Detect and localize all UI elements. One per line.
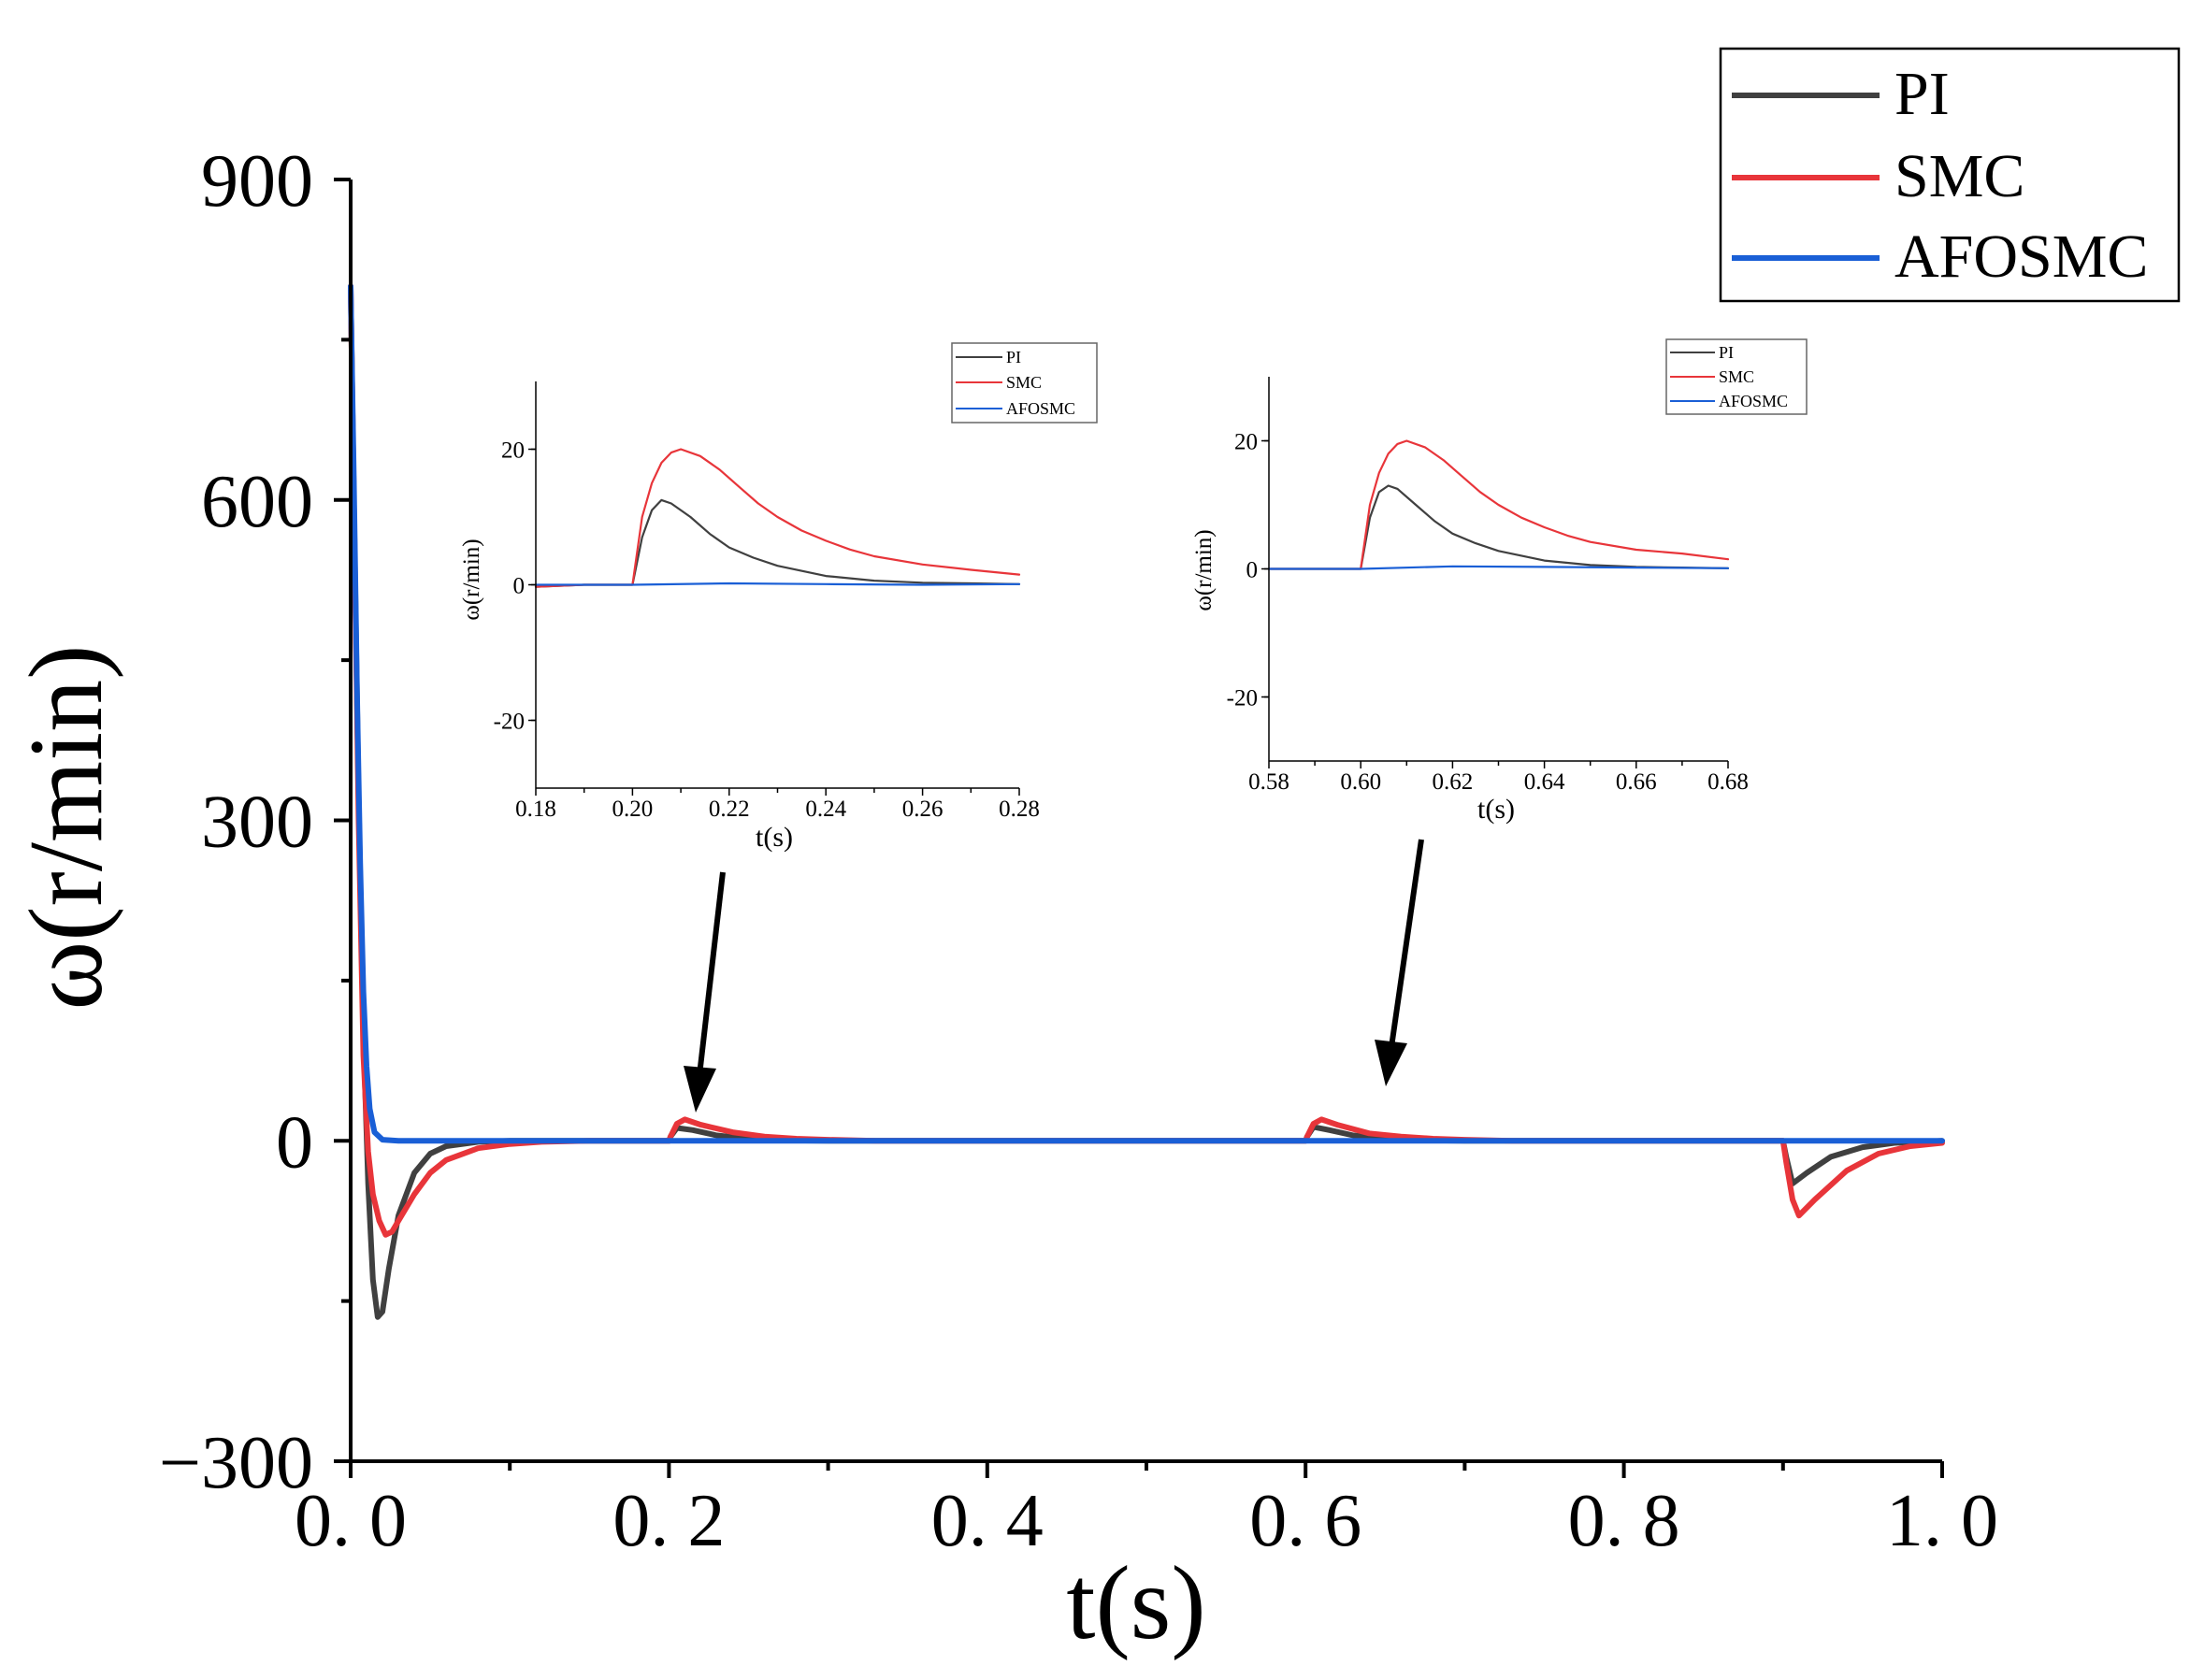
inset-1-x-tick-label: 0.26 bbox=[902, 797, 944, 822]
inset-2-x-tick-label: 0.62 bbox=[1433, 769, 1474, 795]
inset-1-series-afosmc bbox=[534, 582, 1021, 586]
inset-1-ticks: 0.18 0.20 0.22 0.24 0.26 0.28 -20 0 20 bbox=[494, 438, 1040, 822]
annotation-arrows bbox=[684, 839, 1424, 1113]
inset-1-x-tick-label: 0.20 bbox=[612, 797, 654, 822]
main-series-pi bbox=[348, 283, 1945, 1320]
inset-2-x-axis-label: t(s) bbox=[1477, 794, 1515, 825]
main-y-tick-label: 900 bbox=[201, 140, 313, 223]
main-x-tick-label: 0. 2 bbox=[612, 1480, 725, 1562]
inset-2-y-tick-label: 0 bbox=[1246, 557, 1259, 582]
arrow-2-head bbox=[1375, 1040, 1407, 1086]
main-y-tick-label: 600 bbox=[201, 461, 313, 543]
inset-2-x-tick-label: 0.60 bbox=[1340, 769, 1381, 795]
legend-label-pi: PI bbox=[1894, 60, 1950, 128]
inset-1-x-axis-label: t(s) bbox=[756, 822, 793, 853]
inset-2-legend-label-pi: PI bbox=[1719, 343, 1734, 362]
main-x-tick-label: 0. 4 bbox=[931, 1480, 1044, 1562]
main-y-tick-label: 300 bbox=[201, 782, 313, 864]
inset-1-legend: PI SMC AFOSMC bbox=[951, 342, 1098, 424]
main-chart: 0. 0 0. 2 0. 4 0. 6 0. 8 1. 0 −300 0 300 600 900 t… bbox=[8, 140, 1998, 1661]
inset-2-series-smc bbox=[1267, 439, 1730, 570]
main-series-smc bbox=[348, 283, 1945, 1238]
main-x-tick-label: 1. 0 bbox=[1886, 1480, 1998, 1562]
legend-label-afosmc: AFOSMC bbox=[1894, 223, 2148, 291]
inset-2-y-tick-label: -20 bbox=[1227, 685, 1258, 711]
inset-2-series-layer bbox=[1267, 439, 1730, 570]
main-legend: PI SMC AFOSMC bbox=[1719, 47, 2181, 303]
inset-1-x-tick-label: 0.24 bbox=[805, 797, 846, 822]
main-series-afosmc bbox=[348, 283, 1945, 1144]
arrow-2-shaft bbox=[1389, 839, 1424, 1048]
inset-1-x-tick-label: 0.18 bbox=[515, 797, 556, 822]
inset-1-legend-label-smc: SMC bbox=[1006, 373, 1042, 392]
inset-2-legend: PI SMC AFOSMC bbox=[1665, 338, 1808, 415]
inset-chart-2: 0.58 0.60 0.62 0.64 0.66 0.68 -20 0 20 t(s) ω(r/… bbox=[1191, 377, 1749, 825]
inset-1-x-tick-label: 0.22 bbox=[709, 797, 750, 822]
inset-1-legend-label-pi: PI bbox=[1006, 348, 1021, 366]
inset-1-y-axis-label: ω(r/min) bbox=[459, 538, 484, 620]
inset-2-x-tick-label: 0.64 bbox=[1524, 769, 1565, 795]
main-ticks: 0. 0 0. 2 0. 4 0. 6 0. 8 1. 0 −300 0 300 600 900 bbox=[159, 140, 1998, 1562]
legend-label-smc: SMC bbox=[1894, 142, 2024, 210]
main-x-tick-label: 0. 8 bbox=[1568, 1480, 1680, 1562]
main-x-tick-label: 0. 6 bbox=[1249, 1480, 1361, 1562]
arrow-1-head bbox=[684, 1066, 716, 1113]
inset-2-legend-label-smc: SMC bbox=[1719, 367, 1754, 386]
main-x-tick-label: 0. 0 bbox=[295, 1480, 407, 1562]
inset-2-x-tick-label: 0.58 bbox=[1248, 769, 1289, 795]
main-y-tick-label: 0 bbox=[276, 1101, 313, 1184]
inset-2-x-tick-label: 0.68 bbox=[1707, 769, 1749, 795]
inset-1-y-tick-label: 20 bbox=[501, 438, 525, 463]
arrow-1-shaft bbox=[697, 871, 726, 1076]
inset-1-x-tick-label: 0.28 bbox=[999, 797, 1040, 822]
inset-2-y-tick-label: 20 bbox=[1234, 429, 1258, 454]
inset-1-y-tick-label: 0 bbox=[513, 573, 526, 598]
inset-1-y-tick-label: -20 bbox=[494, 709, 525, 734]
main-y-axis-label: ω(r/min) bbox=[8, 645, 124, 1011]
inset-2-series-pi bbox=[1267, 484, 1730, 570]
inset-2-ticks: 0.58 0.60 0.62 0.64 0.66 0.68 -20 0 20 bbox=[1227, 429, 1749, 795]
main-y-tick-label: −300 bbox=[159, 1422, 313, 1504]
inset-chart-1: 0.18 0.20 0.22 0.24 0.26 0.28 -20 0 20 t(s) ω(r/… bbox=[459, 381, 1040, 853]
inset-2-x-tick-label: 0.66 bbox=[1616, 769, 1657, 795]
main-series-layer bbox=[348, 283, 1945, 1320]
inset-1-series-layer bbox=[534, 448, 1021, 588]
main-x-axis-label: t(s) bbox=[1066, 1545, 1205, 1661]
inset-2-y-axis-label: ω(r/min) bbox=[1191, 529, 1217, 610]
inset-1-legend-label-afosmc: AFOSMC bbox=[1006, 399, 1075, 418]
inset-2-series-afosmc bbox=[1267, 565, 1730, 570]
inset-2-legend-label-afosmc: AFOSMC bbox=[1719, 392, 1788, 410]
inset-1-series-pi bbox=[534, 498, 1021, 588]
inset-1-series-smc bbox=[534, 448, 1021, 588]
